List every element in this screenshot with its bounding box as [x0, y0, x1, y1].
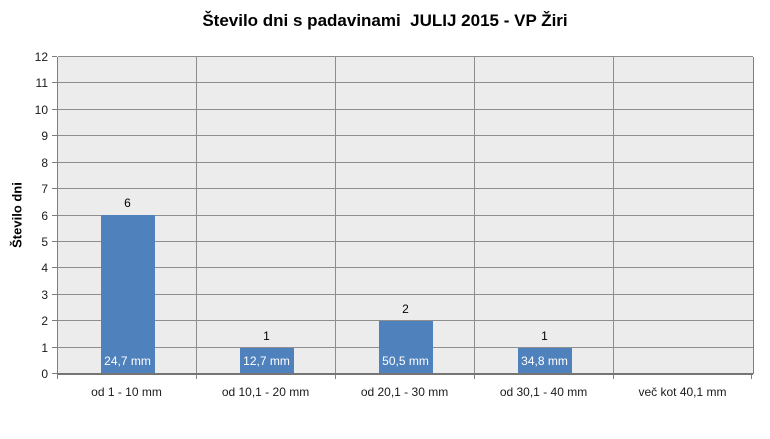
y-gridline — [58, 293, 753, 295]
y-gridline — [58, 188, 753, 190]
x-tick-label: od 30,1 - 40 mm — [499, 385, 588, 399]
y-tick-label: 4 — [41, 261, 48, 276]
y-tick-mark — [52, 346, 57, 348]
plot-area: 6 24,7 mm 1 12,7 mm 2 50,5 mm 1 34,8 mm — [57, 56, 754, 374]
y-tick-mark — [52, 82, 57, 84]
y-tick-label: 7 — [41, 182, 48, 197]
category-separator — [335, 57, 336, 374]
y-tick-label: 6 — [41, 208, 48, 223]
y-tick-label: 5 — [41, 234, 48, 249]
y-gridline — [58, 214, 753, 216]
y-tick-mark — [52, 56, 57, 57]
bar-mm-label: 50,5 mm — [382, 354, 429, 368]
bar — [378, 321, 433, 374]
y-gridline — [58, 56, 753, 57]
y-tick-mark — [52, 108, 57, 110]
bar — [239, 348, 294, 374]
category-separator — [196, 57, 197, 374]
bar — [100, 215, 155, 374]
x-tick-mark — [751, 374, 752, 379]
y-tick-mark — [52, 293, 57, 295]
y-gridline — [58, 108, 753, 110]
y-tick-mark — [52, 267, 57, 269]
bar-value-label: 6 — [124, 196, 131, 210]
y-gridline — [58, 161, 753, 163]
y-tick-label: 9 — [41, 129, 48, 144]
bar-mm-label: 12,7 mm — [243, 354, 290, 368]
y-tick-label: 0 — [41, 367, 48, 381]
y-tick-label: 8 — [41, 155, 48, 170]
y-tick-mark — [52, 373, 57, 374]
bar-value-label: 1 — [263, 329, 270, 343]
chart-title: Število dni s padavinami JULIJ 2015 - VP… — [202, 11, 568, 30]
y-tick-mark — [52, 214, 57, 216]
y-tick-mark — [52, 188, 57, 190]
y-tick-mark — [52, 240, 57, 242]
y-tick-mark — [52, 320, 57, 322]
y-tick-label: 1 — [41, 340, 48, 355]
x-tick-mark — [57, 374, 58, 379]
x-axis-line — [57, 373, 753, 375]
bar-mm-label: 34,8 mm — [521, 354, 568, 368]
x-tick-label: od 10,1 - 20 mm — [221, 385, 310, 399]
x-tick-mark — [474, 374, 475, 379]
y-tick-mark — [52, 135, 57, 137]
y-gridline — [58, 320, 753, 322]
y-gridline — [58, 240, 753, 242]
y-tick-label: 3 — [41, 287, 48, 302]
x-tick-mark — [335, 374, 336, 379]
bar-value-label: 2 — [402, 302, 409, 316]
y-tick-label: 10 — [34, 102, 48, 117]
category-separator — [474, 57, 475, 374]
x-tick-label: od 20,1 - 30 mm — [360, 385, 449, 399]
bar-mm-label: 24,7 mm — [104, 354, 151, 368]
y-tick-label: 11 — [35, 76, 48, 91]
bar-value-label: 1 — [541, 329, 548, 343]
y-gridline — [58, 135, 753, 137]
bar — [517, 348, 572, 374]
y-gridline — [58, 82, 753, 84]
category-separator — [613, 57, 614, 374]
y-tick-label: 12 — [34, 50, 48, 64]
x-tick-mark — [196, 374, 197, 379]
y-tick-mark — [52, 161, 57, 163]
x-tick-label: od 1 - 10 mm — [91, 385, 162, 399]
y-tick-label: 2 — [41, 314, 48, 329]
x-tick-mark — [613, 374, 614, 379]
x-tick-label: več kot 40,1 mm — [638, 385, 727, 399]
y-gridline — [58, 267, 753, 269]
